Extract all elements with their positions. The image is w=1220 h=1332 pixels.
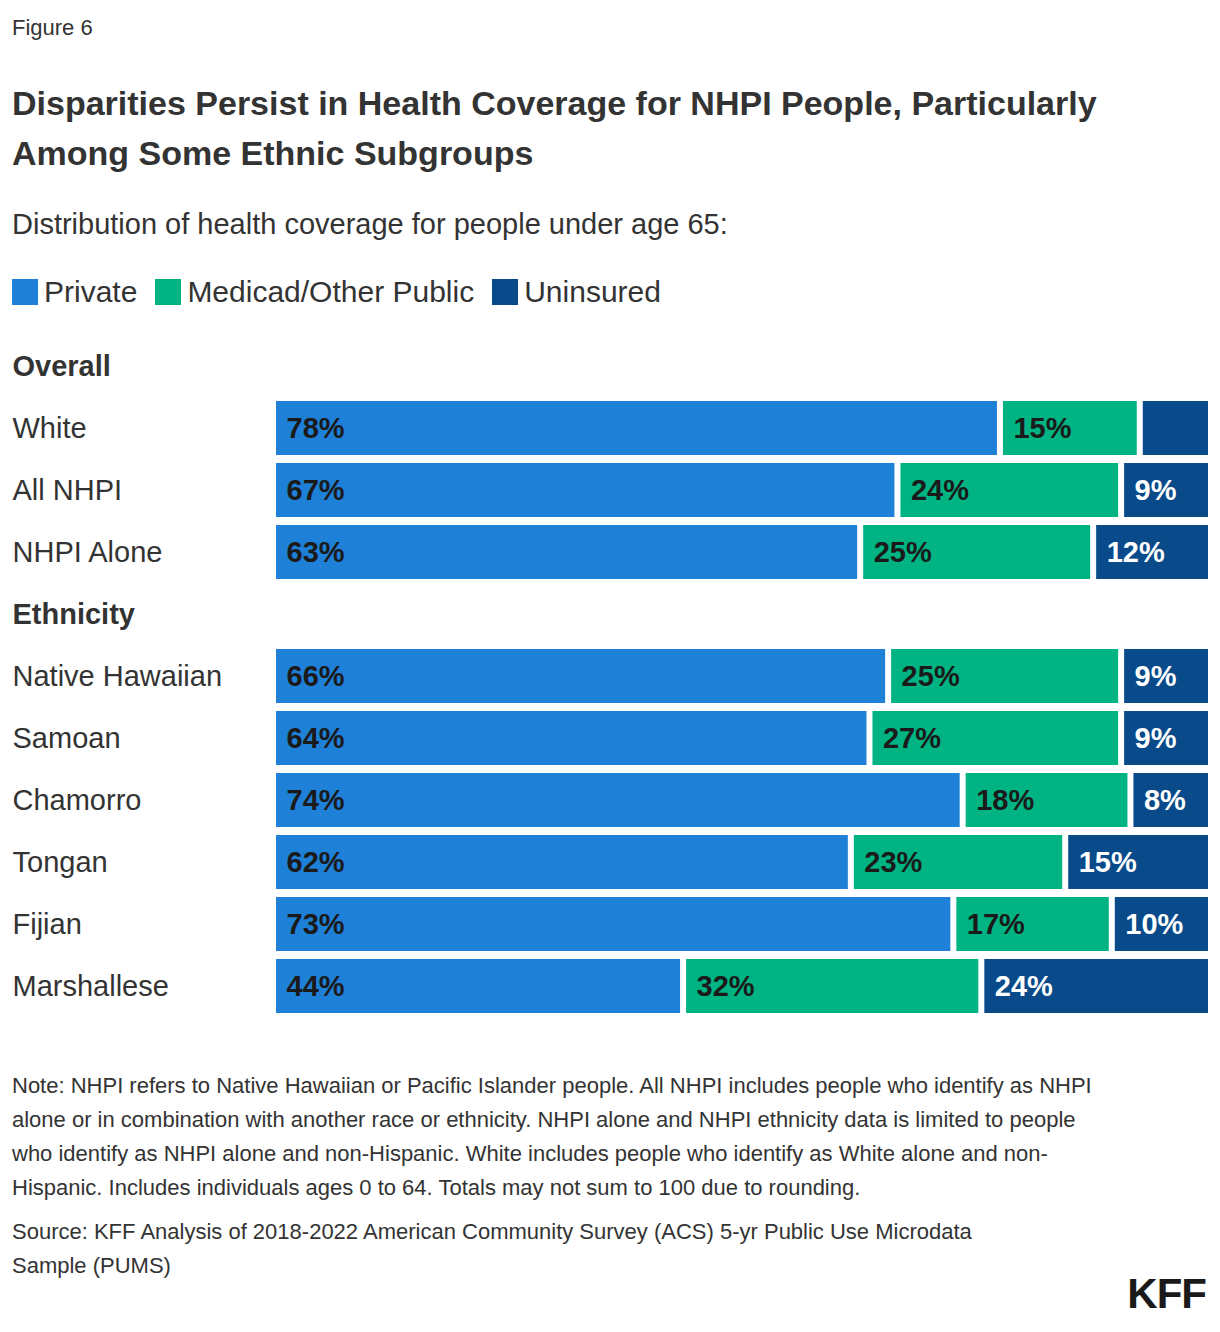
html-text:Source: KFF Analysis of 2018-2: Source: KFF Analysis of 2018-2022 Americ… [12, 1219, 972, 1278]
svg-text:Marshallese: Marshallese [13, 970, 169, 1002]
svg-text:18%: 18% [976, 784, 1034, 816]
svg-text:64%: 64% [287, 722, 345, 754]
html-text:KFF: KFF [1127, 1270, 1206, 1317]
html-text:Disparities Persist in Health: Disparities Persist in Health Coverage f… [12, 84, 1097, 172]
svg-text:15%: 15% [1013, 412, 1071, 444]
html-text:Uninsured: Uninsured [524, 275, 661, 308]
svg-text:Fijian: Fijian [13, 908, 82, 940]
svg-text:Overall: Overall [13, 350, 111, 382]
svg-text:78%: 78% [287, 412, 345, 444]
svg-text:9%: 9% [1135, 474, 1177, 506]
svg-text:Samoan: Samoan [13, 722, 121, 754]
svg-text:Chamorro: Chamorro [13, 784, 142, 816]
svg-text:27%: 27% [883, 722, 941, 754]
html-text:Distribution of health coverag: Distribution of health coverage for peop… [12, 208, 728, 240]
svg-text:25%: 25% [874, 536, 932, 568]
svg-text:10%: 10% [1125, 908, 1183, 940]
svg-text:24%: 24% [995, 970, 1053, 1002]
svg-text:Native Hawaiian: Native Hawaiian [13, 660, 223, 692]
svg-text:9%: 9% [1135, 722, 1177, 754]
svg-text:62%: 62% [287, 846, 345, 878]
svg-text:9%: 9% [1135, 660, 1177, 692]
svg-text:63%: 63% [287, 536, 345, 568]
svg-text:All NHPI: All NHPI [13, 474, 123, 506]
svg-text:32%: 32% [697, 970, 755, 1002]
svg-text:12%: 12% [1107, 536, 1165, 568]
svg-text:8%: 8% [1144, 784, 1186, 816]
svg-text:24%: 24% [911, 474, 969, 506]
svg-text:66%: 66% [287, 660, 345, 692]
html-text:Figure 6: Figure 6 [12, 15, 93, 40]
svg-text:73%: 73% [287, 908, 345, 940]
svg-text:Ethnicity: Ethnicity [13, 598, 135, 630]
svg-text:White: White [13, 412, 87, 444]
svg-text:17%: 17% [967, 908, 1025, 940]
svg-text:25%: 25% [902, 660, 960, 692]
html-text:Note: NHPI refers to Native Ha: Note: NHPI refers to Native Hawaiian or … [12, 1073, 1092, 1200]
svg-text:23%: 23% [864, 846, 922, 878]
svg-text:74%: 74% [287, 784, 345, 816]
html-text:Private: Private [44, 275, 138, 308]
svg-text:Tongan: Tongan [13, 846, 108, 878]
html-text:Medicad/Other Public: Medicad/Other Public [187, 275, 475, 308]
svg-text:67%: 67% [287, 474, 345, 506]
svg-text:NHPI Alone: NHPI Alone [13, 536, 163, 568]
svg-text:44%: 44% [287, 970, 345, 1002]
svg-text:15%: 15% [1079, 846, 1137, 878]
